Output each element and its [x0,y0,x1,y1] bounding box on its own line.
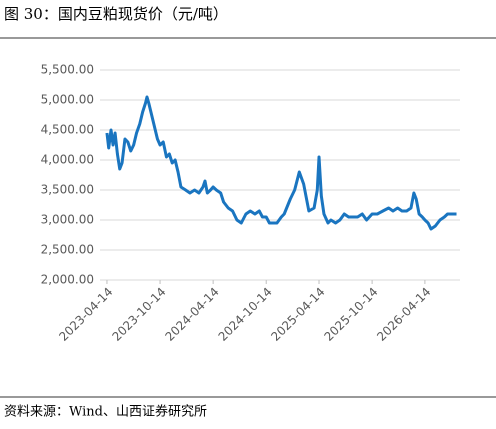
x-tick-label: 2026-04-14 [374,285,433,344]
x-tick-label: 2024-04-14 [163,285,222,344]
y-tick-label: 4,000.00 [41,153,94,167]
chart-title: 图 30：国内豆粕现货价（元/吨） [4,5,228,23]
y-tick-label: 4,500.00 [41,123,94,137]
y-tick-label: 2,000.00 [41,273,94,287]
y-tick-label: 3,000.00 [41,213,94,227]
x-tick-label: 2025-04-14 [268,285,327,344]
y-tick-label: 2,500.00 [41,243,94,257]
x-tick-label: 2025-10-14 [321,285,380,344]
price-line [105,95,457,231]
y-tick-label: 5,500.00 [41,63,94,77]
x-tick-label: 2024-10-14 [216,285,275,344]
x-tick-label: 2023-10-14 [109,285,168,344]
x-tick-label: 2023-04-14 [56,285,115,344]
source: 资料来源：Wind、山西证券研究所 [4,404,207,420]
y-tick-label: 3,500.00 [41,183,94,197]
y-tick-label: 5,000.00 [41,93,94,107]
